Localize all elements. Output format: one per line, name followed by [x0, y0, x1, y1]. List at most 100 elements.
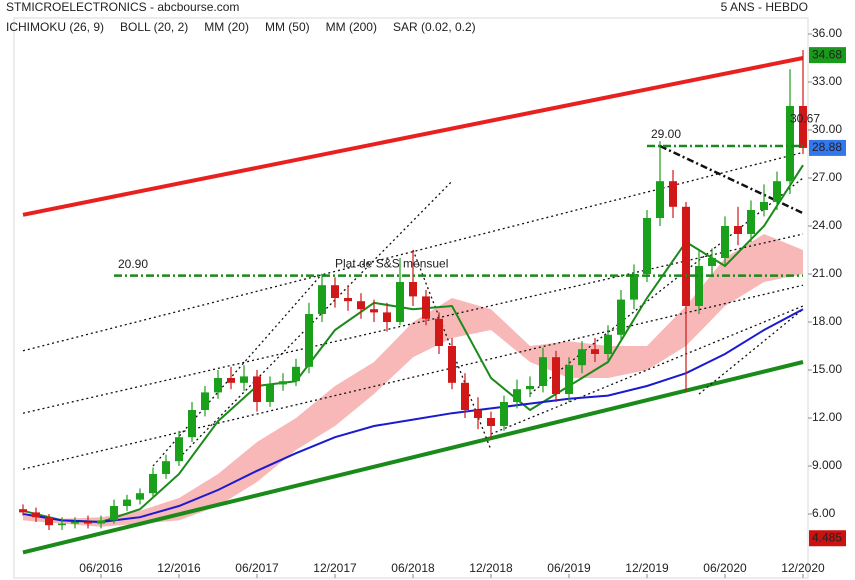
candle-body — [58, 523, 66, 526]
candle-body — [19, 509, 27, 513]
x-tick-label: 12/2017 — [313, 561, 357, 575]
candle-body — [331, 285, 339, 298]
legend-entry: SAR (0.02, 0.2) — [393, 20, 476, 34]
candle-body — [292, 366, 300, 382]
x-tick-label: 06/2019 — [547, 561, 591, 575]
annotation: 30.67 — [790, 111, 820, 125]
x-tick-label: 06/2020 — [703, 561, 747, 575]
x-tick-label: 12/2020 — [781, 561, 825, 575]
candle-body — [97, 520, 105, 524]
candle-body — [266, 384, 274, 402]
trend-line — [22, 360, 804, 555]
candle-body — [773, 181, 781, 202]
candle-body — [409, 282, 417, 297]
candle-body — [565, 365, 573, 394]
candle-body — [461, 382, 469, 410]
candle-body — [643, 218, 651, 274]
y-tick-label: 6.00 — [812, 506, 836, 520]
trend-line — [22, 56, 804, 217]
candle-body — [396, 282, 404, 322]
trend-line — [412, 249, 492, 451]
plot-frame — [13, 17, 809, 579]
candle-body — [110, 506, 118, 521]
trend-line — [698, 308, 804, 395]
candle-body — [71, 522, 79, 524]
candle-body — [188, 410, 196, 438]
trend-line — [490, 305, 804, 435]
candle-body — [734, 226, 742, 234]
candle-body — [422, 296, 430, 319]
price-box-label: 4.485 — [812, 530, 842, 544]
candle-body — [149, 474, 157, 494]
candle-body — [435, 318, 443, 346]
trend-line — [22, 284, 804, 470]
trend-line — [529, 177, 804, 395]
candle-body — [214, 378, 222, 393]
candle-body — [604, 334, 612, 354]
price-box-label: 28.88 — [812, 140, 842, 154]
candle-body — [240, 376, 248, 383]
candle-body — [279, 381, 287, 385]
candle-body — [669, 181, 677, 207]
level-label: 20.90 — [118, 257, 148, 271]
candle-body — [474, 410, 482, 418]
candle-body — [708, 258, 716, 266]
legend-entry: MM (50) — [265, 20, 310, 34]
candle-body — [175, 437, 183, 462]
candle-body — [357, 301, 365, 310]
y-tick-label: 21.00 — [812, 266, 842, 280]
candle-body — [45, 517, 53, 526]
candle-body — [630, 274, 638, 300]
price-box — [809, 47, 846, 64]
y-tick-label: 36.00 — [812, 26, 842, 40]
candle-body — [253, 376, 261, 402]
x-tick-label: 12/2016 — [157, 561, 201, 575]
candle-body — [591, 349, 599, 354]
moving-average — [22, 308, 804, 524]
candle-body — [539, 357, 547, 386]
candle-body — [760, 202, 768, 210]
price-box — [809, 530, 846, 547]
candle-body — [500, 402, 508, 426]
y-tick-label: 24.00 — [812, 218, 842, 232]
candle-body — [383, 312, 391, 322]
candle-body — [84, 522, 92, 524]
candle-body — [201, 392, 209, 410]
y-tick-label: 12.00 — [812, 410, 842, 424]
legend-entry: ICHIMOKU (26, 9) — [6, 20, 104, 34]
x-tick-label: 12/2019 — [625, 561, 669, 575]
legend-entry: MM (20) — [204, 20, 249, 34]
candle-body — [721, 226, 729, 258]
y-tick-label: 18.00 — [812, 314, 842, 328]
legend-entry: BOLL (20, 2) — [120, 20, 188, 34]
level-label: 29.00 — [651, 127, 681, 141]
candle-body — [578, 349, 586, 366]
candle-body — [32, 512, 40, 518]
candle-body — [695, 266, 703, 306]
y-tick-label: 9.000 — [812, 458, 842, 472]
x-tick-label: 06/2018 — [391, 561, 435, 575]
candle-body — [747, 210, 755, 234]
candle-body — [136, 493, 144, 500]
candle-body — [344, 298, 352, 302]
candle-body — [799, 106, 807, 148]
trend-line — [22, 233, 804, 414]
x-tick-label: 12/2018 — [469, 561, 513, 575]
candle-body — [656, 181, 664, 218]
candle-body — [786, 106, 794, 182]
legend-entry: MM (200) — [326, 20, 377, 34]
candle-body — [513, 389, 521, 402]
candle-body — [552, 357, 560, 394]
price-box-label: 34.68 — [812, 47, 842, 61]
x-tick-label: 06/2017 — [235, 561, 279, 575]
x-tick-label: 06/2016 — [79, 561, 123, 575]
y-tick-label: 27.00 — [812, 170, 842, 184]
price-box — [809, 139, 846, 156]
candle-body — [318, 285, 326, 314]
candle-body — [305, 314, 313, 367]
candle-body — [370, 309, 378, 313]
annotation: Plat de S&S mensuel — [335, 257, 448, 271]
candle-body — [487, 418, 495, 426]
